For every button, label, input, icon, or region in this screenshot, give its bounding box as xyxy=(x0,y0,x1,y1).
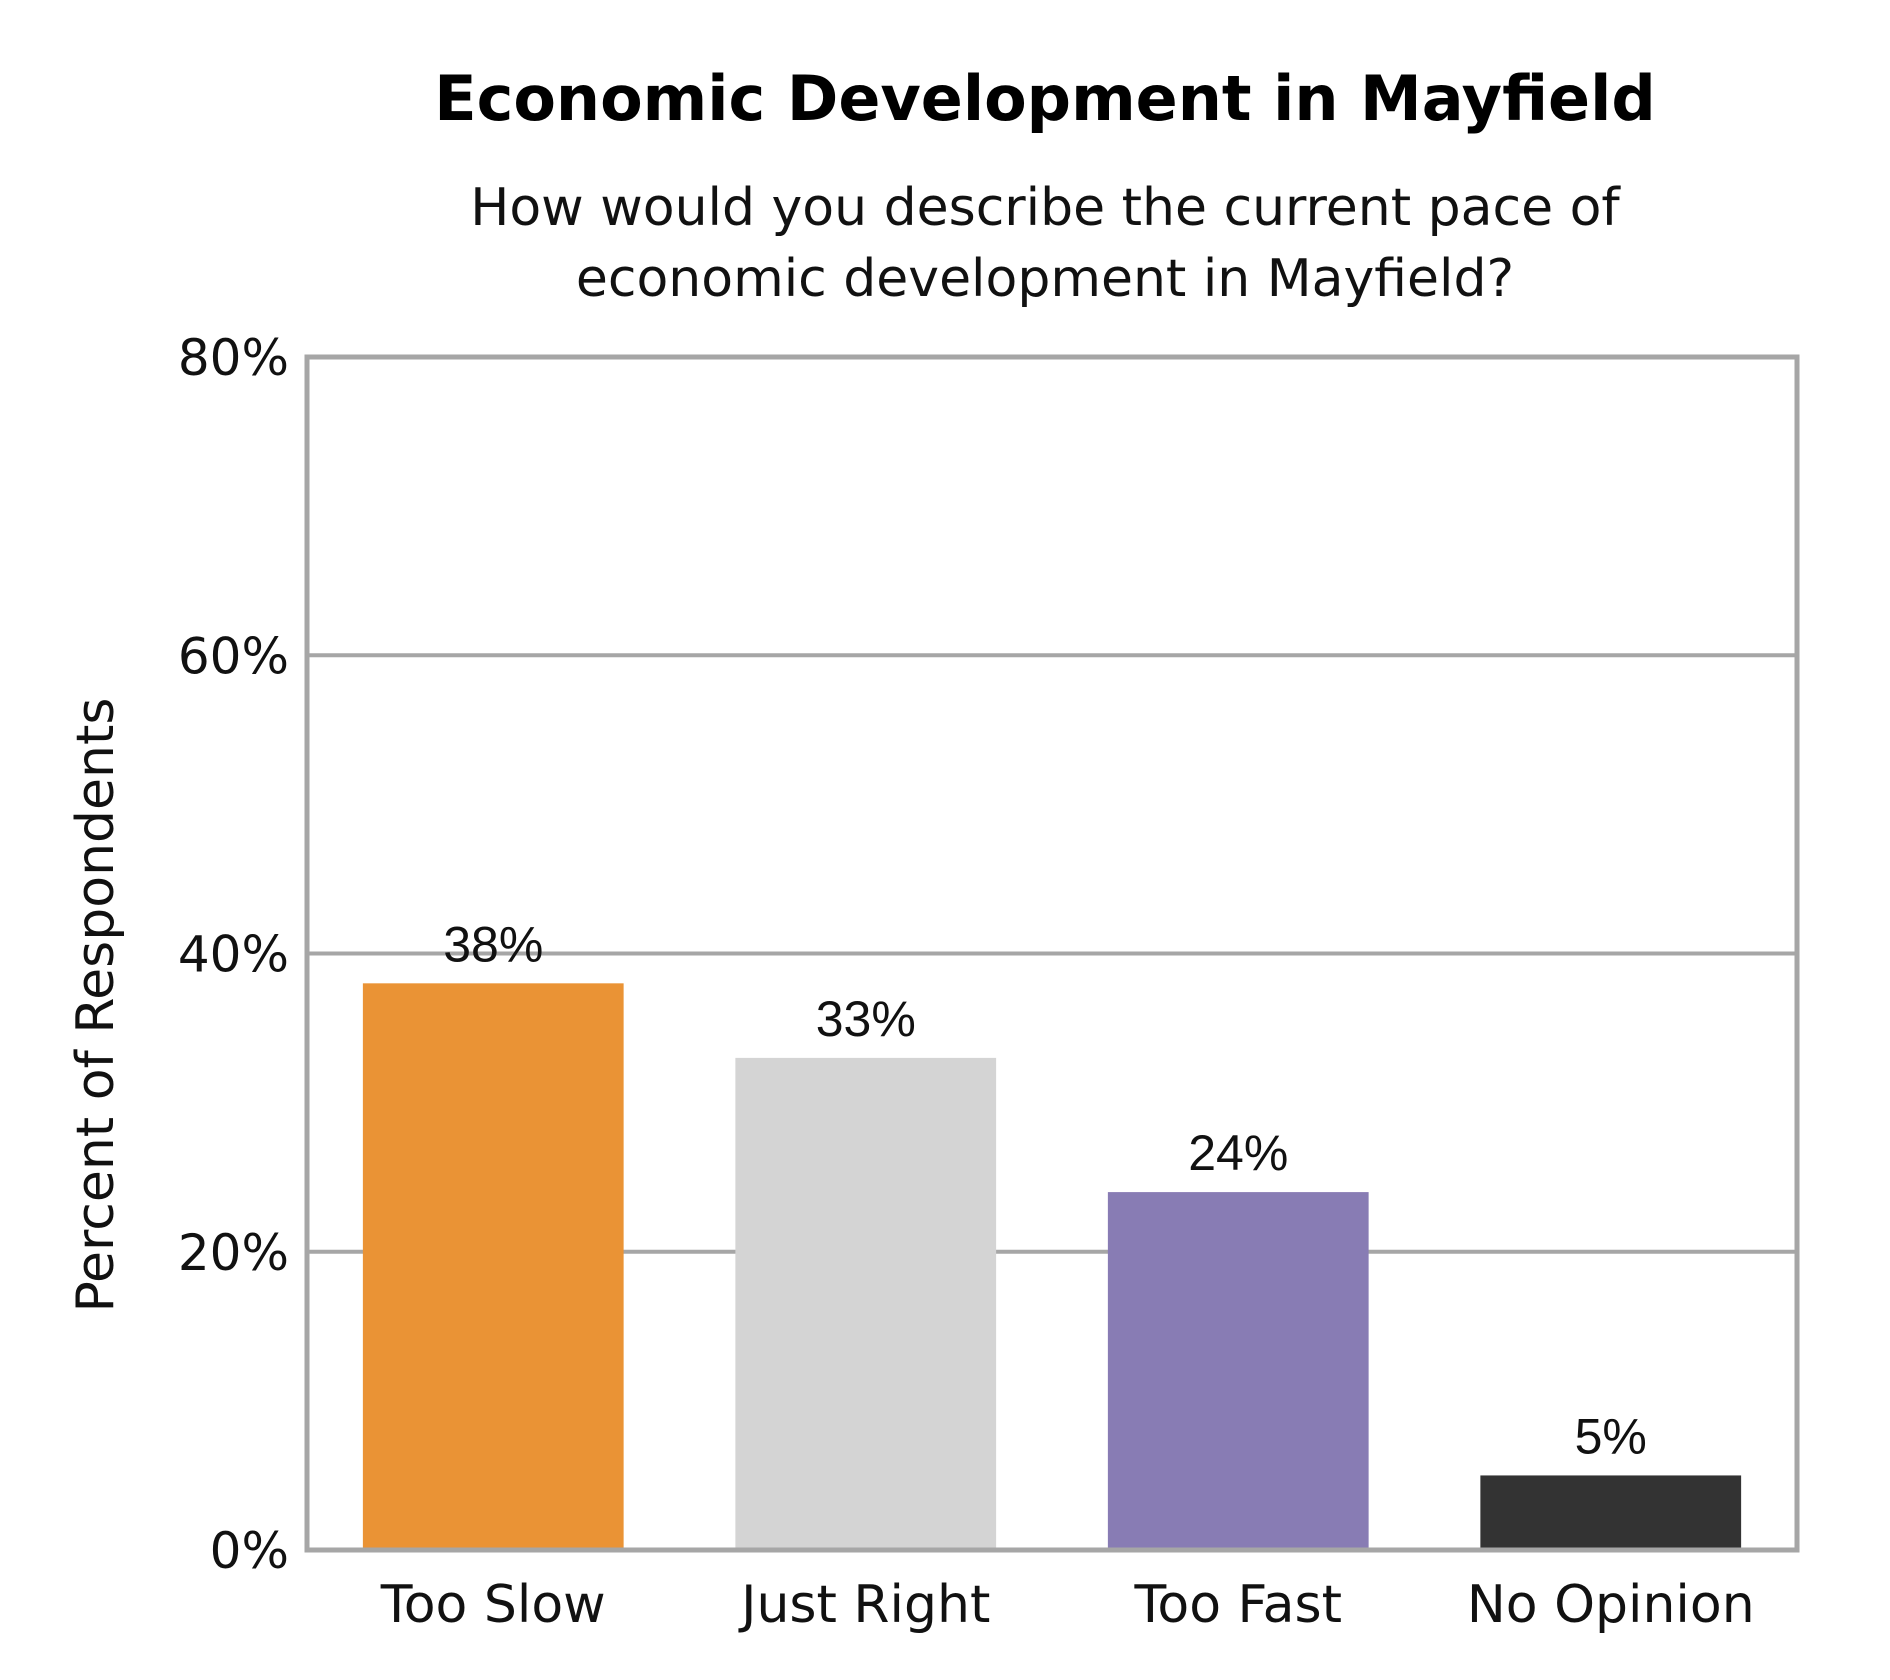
chart-subtitle-line-2: economic development in Mayfield? xyxy=(576,249,1514,309)
bar xyxy=(735,1057,997,1550)
bar-value-label: 5% xyxy=(1575,1408,1647,1464)
bar-value-label: 38% xyxy=(443,916,543,972)
x-category-label: Too Fast xyxy=(1133,1575,1342,1635)
y-tick-label: 0% xyxy=(210,1522,289,1580)
x-axis-categories: Too Slow Just Right Too Fast No Opinion xyxy=(380,1575,1755,1635)
bar xyxy=(1480,1475,1742,1550)
y-tick-label: 40% xyxy=(178,926,289,984)
data-labels: 38% 33% 24% 5% xyxy=(443,916,1647,1464)
plot-area-frame xyxy=(304,354,1800,1553)
x-category-label: Just Right xyxy=(738,1575,990,1635)
y-axis-title: Percent of Respondents xyxy=(66,698,126,1313)
bar-value-label: 24% xyxy=(1188,1125,1288,1181)
y-tick-label: 20% xyxy=(178,1224,289,1282)
y-axis-ticks: 0% 20% 40% 60% 80% xyxy=(178,329,289,1580)
y-tick-label: 60% xyxy=(178,627,289,685)
bar xyxy=(1107,1192,1369,1550)
bar xyxy=(362,983,624,1550)
chart-subtitle-line-1: How would you describe the current pace … xyxy=(470,178,1621,238)
x-category-label: No Opinion xyxy=(1467,1575,1755,1635)
bars xyxy=(362,983,1742,1550)
x-category-label: Too Slow xyxy=(380,1575,606,1635)
chart-title: Economic Development in Mayfield xyxy=(434,62,1656,135)
bar-value-label: 33% xyxy=(816,991,916,1047)
y-tick-label: 80% xyxy=(178,329,289,387)
